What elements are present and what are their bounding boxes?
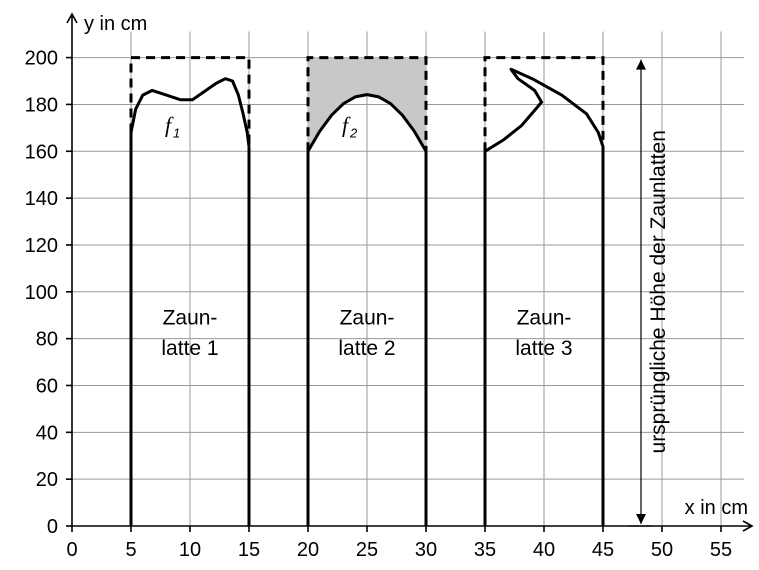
original-height-label: ursprüngliche Höhe der Zaunlatten	[647, 130, 670, 453]
y-tick-label: 0	[47, 516, 58, 538]
y-tick-label: 60	[36, 375, 58, 397]
y-tick-label: 120	[25, 235, 58, 257]
height-arrow-bottom	[636, 514, 646, 524]
y-axis-label: y in cm	[84, 13, 147, 35]
y-tick-label: 160	[25, 141, 58, 163]
latte-2-function-subscript: 2	[349, 126, 358, 141]
latte-2-label-line1: Zaun-	[340, 307, 395, 330]
height-arrow-top	[636, 59, 646, 70]
shaded-area	[308, 57, 426, 152]
original-height-marker: ursprüngliche Höhe der Zaunlatten	[629, 59, 670, 527]
y-tick-label: 20	[36, 469, 58, 491]
x-tick-label: 0	[66, 539, 77, 561]
x-tick-label: 50	[651, 539, 673, 561]
latte-1-top-curve	[129, 77, 251, 147]
latte-1-function-label: f	[165, 113, 174, 138]
y-axis-arrow	[66, 12, 78, 24]
latte-3-original-outline	[483, 56, 605, 152]
x-tick-label: 5	[125, 539, 136, 561]
x-tick-label: 25	[356, 539, 378, 561]
y-tick-label: 180	[25, 94, 58, 116]
latte-1-function-subscript: 1	[173, 126, 180, 141]
y-tick-label: 80	[36, 329, 58, 351]
y-tick-label: 140	[25, 188, 58, 210]
latte-1-original-outline	[129, 56, 251, 147]
latte-2-label-line2: latte 2	[338, 337, 395, 360]
latte-3-top-curve	[484, 67, 605, 153]
latte-2-function-label: f	[342, 113, 351, 138]
x-tick-label: 30	[415, 539, 437, 561]
y-tick-label: 40	[36, 422, 58, 444]
x-tick-label: 15	[238, 539, 260, 561]
x-tick-label: 10	[179, 539, 201, 561]
x-tick-label: 45	[592, 539, 614, 561]
latte-1-label-line2: latte 1	[161, 337, 218, 360]
latte-2-original-outline	[306, 56, 428, 152]
y-tick-label: 200	[25, 48, 58, 70]
x-axis-arrow	[742, 520, 754, 532]
x-tick-label: 35	[474, 539, 496, 561]
fence-slats	[129, 132, 605, 526]
y-tick-label: 100	[25, 282, 58, 304]
x-tick-label: 20	[297, 539, 319, 561]
latte-2-cut-area	[308, 57, 426, 152]
x-axis-label: x in cm	[685, 497, 748, 519]
axis-ticks: 0 5 10 15 20 25 30 35 40 45 50 55 0 20 40 60 80 100 120 140…	[25, 48, 733, 561]
x-tick-label: 40	[533, 539, 555, 561]
latte-3-label-line1: Zaun-	[517, 307, 572, 330]
original-height-dashed-outlines	[129, 56, 605, 152]
latte-3-label-line2: latte 3	[515, 337, 572, 360]
x-tick-label: 55	[710, 539, 732, 561]
latte-1-label-line1: Zaun-	[163, 307, 218, 330]
slat-top-curves	[129, 67, 605, 153]
latte-2-top-curve	[306, 93, 428, 153]
